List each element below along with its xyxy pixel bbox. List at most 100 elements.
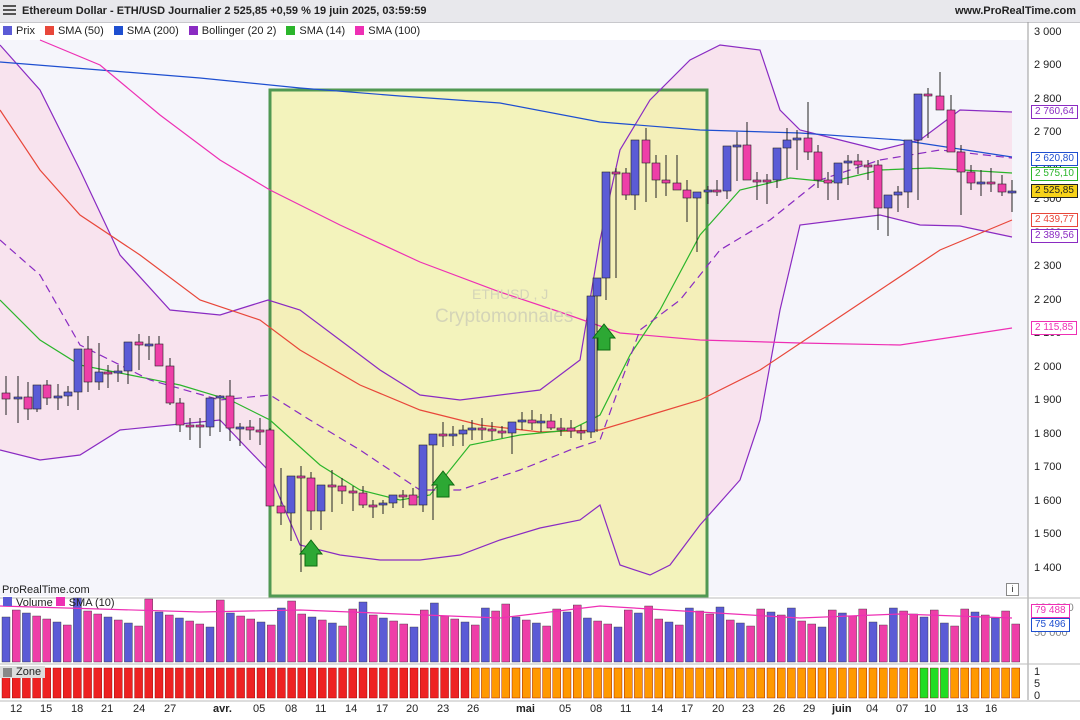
info-button[interactable]: i: [1006, 583, 1019, 596]
zone-bar: [644, 667, 653, 699]
candle-body: [134, 341, 144, 346]
candle-body: [913, 93, 923, 141]
candle-body: [448, 433, 458, 437]
volume-bar: [226, 612, 235, 663]
candle-body: [306, 477, 316, 512]
volume-bar: [297, 613, 306, 663]
x-axis-label: 29: [803, 703, 816, 715]
candle-body: [976, 181, 986, 185]
legend-label: SMA (50): [57, 24, 104, 37]
zone-bar: [83, 667, 92, 699]
volume-bar: [175, 617, 184, 663]
legend-item[interactable]: Bollinger (20 2): [186, 24, 277, 37]
y-axis-label: 1 700: [1034, 461, 1062, 474]
zone-bar: [787, 667, 796, 699]
zone-bar: [73, 667, 82, 699]
candle-body: [225, 395, 235, 429]
candle-body: [956, 151, 966, 173]
site-link[interactable]: www.ProRealTime.com: [954, 5, 1076, 17]
source-label: ProRealTime.com: [2, 584, 90, 596]
candle-body: [712, 189, 722, 193]
sma14-line: [0, 167, 1013, 501]
x-axis-label: 05: [253, 703, 266, 715]
volume-bar: [613, 626, 623, 663]
volume-bar: [32, 615, 41, 663]
zone-bar: [103, 667, 113, 699]
zone-bar: [409, 667, 419, 699]
volume-panel-bg: [0, 600, 1028, 662]
candle-body: [358, 492, 368, 506]
candle-body: [611, 171, 621, 175]
candle-body: [83, 348, 93, 383]
volume-bar: [950, 625, 959, 663]
zone-bar: [481, 667, 490, 699]
zone-bar: [63, 667, 72, 699]
candle-body: [703, 189, 713, 193]
candle-body: [1007, 190, 1017, 194]
x-axis-label: 12: [10, 703, 23, 715]
zone-bar: [960, 667, 969, 699]
candle-body: [742, 144, 752, 181]
legend-item[interactable]: SMA (200): [111, 25, 179, 37]
candle-body: [215, 395, 225, 399]
candle-body: [873, 164, 883, 209]
candle-body: [316, 484, 326, 512]
candle-body: [772, 147, 782, 181]
x-axis-label: 17: [681, 703, 694, 715]
zone-bar: [756, 667, 765, 699]
x-axis-label: 14: [651, 703, 664, 715]
x-axis-label: 04: [866, 703, 879, 715]
volume-bar: [134, 625, 143, 663]
candle-body: [245, 426, 255, 431]
volume-legend-label: Volume: [16, 597, 53, 609]
legend-item[interactable]: SMA (100): [352, 25, 420, 37]
legend-item[interactable]: Prix: [0, 25, 35, 37]
bollinger-lower: [0, 214, 1013, 576]
volume-legend-item[interactable]: Volume: [0, 597, 53, 609]
candle-body: [123, 341, 133, 372]
legend-label: SMA (200): [126, 24, 179, 37]
volume-bar: [981, 614, 990, 663]
menu-icon[interactable]: [3, 5, 16, 17]
candle-body: [418, 444, 428, 506]
y-axis-label: 1 600: [1034, 494, 1062, 507]
candle-body: [32, 384, 42, 410]
volume-legend-item[interactable]: SMA (10): [53, 597, 115, 609]
zone-bar: [93, 667, 103, 699]
volume-bar: [838, 612, 847, 663]
zone-bar: [664, 667, 674, 699]
zone-bar: [450, 667, 459, 699]
volume-bar: [624, 609, 633, 663]
volume-bar: [338, 625, 347, 663]
volume-bar: [154, 611, 164, 663]
legend-label: Bollinger (20 2): [201, 24, 277, 37]
volume-bar: [471, 624, 480, 663]
zone-bar: [144, 667, 154, 699]
volume-bar: [481, 607, 490, 663]
zone-bar: [369, 667, 378, 699]
volume-bar: [1001, 610, 1010, 663]
zone-bar: [807, 667, 816, 699]
candle-body: [651, 162, 661, 181]
zone-bar: [705, 667, 714, 699]
volume-bar: [348, 608, 357, 663]
candle-body: [53, 395, 63, 399]
price-tag: 2 439,77: [1031, 212, 1078, 227]
candle-body: [517, 419, 527, 423]
zone-bar: [389, 667, 398, 699]
candle-body: [843, 160, 853, 164]
legend-swatch: [44, 26, 54, 35]
volume-bar: [11, 609, 21, 663]
candle-body: [296, 475, 306, 479]
zone-legend-label: Zone: [16, 666, 42, 678]
zone-bar: [471, 667, 480, 699]
candle-body: [13, 396, 23, 400]
volume-bar: [236, 615, 245, 663]
legend-swatch: [286, 26, 296, 35]
x-axis-label: 23: [437, 703, 450, 715]
y-axis-label: 1 400: [1034, 561, 1062, 574]
legend-item[interactable]: SMA (50): [42, 25, 104, 37]
legend-item[interactable]: SMA (14): [283, 25, 345, 37]
x-axis-label: 15: [40, 703, 53, 715]
